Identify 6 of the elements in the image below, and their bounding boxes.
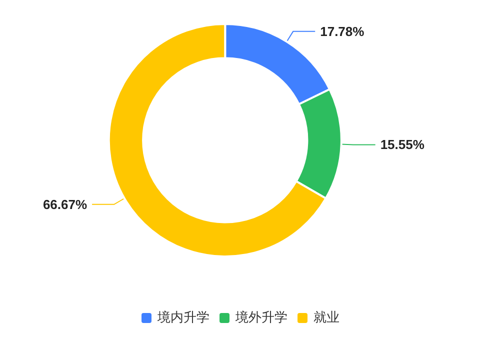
legend-label: 境内升学 [156, 310, 210, 326]
data-label: 15.55% [380, 137, 425, 152]
legend-label: 就业 [314, 310, 340, 326]
data-label: 66.67% [42, 196, 88, 212]
legend-label: 境外升学 [234, 310, 288, 326]
data-label: 17.78% [320, 24, 365, 39]
